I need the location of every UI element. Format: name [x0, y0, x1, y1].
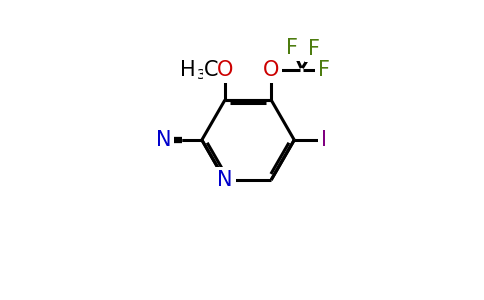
Text: O: O [217, 60, 233, 80]
Text: F: F [318, 60, 330, 80]
Text: I: I [321, 130, 327, 150]
Text: 3: 3 [197, 68, 206, 82]
Text: C: C [203, 60, 218, 80]
Text: N: N [155, 130, 171, 150]
Text: H: H [181, 60, 196, 80]
Text: F: F [286, 38, 298, 58]
Text: O: O [263, 60, 279, 80]
Text: F: F [308, 39, 320, 59]
Text: N: N [217, 170, 233, 190]
